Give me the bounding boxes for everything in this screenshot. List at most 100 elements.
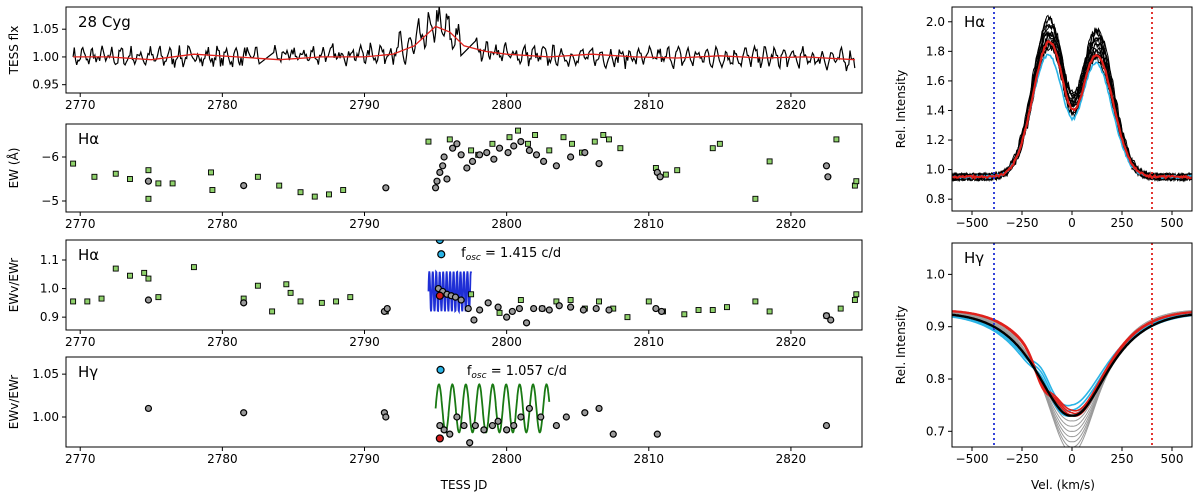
x-tick-label: 2790 [349, 452, 380, 466]
data-point-circle [579, 306, 588, 314]
data-point-circle [439, 162, 447, 170]
y-axis-label: EW (Å) [6, 148, 21, 189]
data-point-square [624, 314, 631, 321]
data-point-square [155, 180, 162, 187]
data-point-square [145, 275, 152, 282]
x-tick-label: 2780 [207, 452, 238, 466]
data-point-square [468, 147, 475, 154]
profile-line-black [952, 45, 1192, 182]
data-point-circle [525, 404, 533, 413]
data-point-circle [504, 149, 512, 157]
x-tick-label: 2770 [65, 335, 96, 349]
y-tick-label: 1.2 [926, 133, 945, 147]
y-tick-label: 1.05 [32, 367, 59, 381]
profile-line-black [952, 24, 1192, 183]
data-point-circle [495, 144, 504, 152]
data-point-circle [443, 175, 451, 183]
fit-label-f: f [467, 364, 472, 379]
data-point-circle [463, 164, 471, 172]
data-point-circle [517, 138, 525, 146]
data-point-circle [440, 426, 448, 434]
y-tick-label: 1.4 [926, 103, 945, 117]
profile-line-red [952, 310, 1192, 412]
data-point-square [674, 167, 681, 174]
data-point-square [297, 189, 304, 196]
profile-line-gray [952, 311, 1192, 443]
y-tick-label: 0.9 [926, 320, 945, 334]
fit-frequency-label: fosc = 1.415 c/d [461, 246, 561, 263]
data-point-square [209, 187, 216, 193]
profile-line-cyan [952, 314, 1192, 412]
data-point-circle [494, 303, 502, 311]
data-point-square [127, 272, 133, 279]
y-axis-label: TESS flx [7, 26, 21, 76]
data-point-circle [435, 434, 444, 443]
data-point-square [254, 173, 261, 180]
profile-line-gray [952, 312, 1192, 438]
data-point-circle [436, 365, 445, 374]
data-point-circle [510, 142, 518, 150]
fit-curve [427, 269, 472, 315]
data-point-circle [545, 306, 553, 314]
data-point-square [169, 180, 176, 187]
data-point-square [70, 160, 77, 167]
data-point-square [70, 298, 77, 305]
data-point-circle [451, 293, 460, 301]
data-point-circle [567, 153, 575, 161]
data-point-square [145, 195, 152, 202]
data-point-square [446, 136, 453, 143]
x-tick-label: 2800 [491, 217, 522, 231]
panel-annotation: 28 Cyg [78, 13, 131, 31]
data-point-circle [822, 421, 831, 430]
profile-line-black [952, 23, 1192, 182]
data-point-square [145, 167, 152, 174]
data-point-circle [595, 160, 603, 168]
x-tick-label: 2800 [491, 452, 522, 466]
x-tick-label: 500 [1161, 216, 1184, 230]
y-tick-label: 1.00 [32, 50, 59, 64]
data-point-square [851, 297, 858, 303]
data-point-square [515, 127, 521, 134]
data-point-square [567, 297, 574, 303]
x-tick-label: 2810 [634, 217, 665, 231]
data-point-circle [530, 304, 538, 313]
data-point-square [468, 291, 475, 298]
panel-ha_profile: −500 −250 0 250 500 0.8 1.0 1.2 1.4 1.6 1.8 2.0 Rel.… [894, 6, 1193, 230]
x-tick-label: 2790 [349, 98, 380, 112]
data-point-circle [470, 316, 478, 324]
data-point-circle [824, 173, 832, 181]
y-tick-label: 1.8 [926, 44, 945, 58]
data-point-circle [471, 421, 479, 430]
data-point-circle [656, 173, 664, 181]
profile-line-black [952, 313, 1192, 417]
data-point-circle [436, 421, 444, 430]
data-point-square [853, 178, 860, 185]
data-point-square [340, 187, 347, 193]
data-point-circle [490, 155, 498, 163]
data-point-square [600, 132, 607, 138]
data-point-circle [433, 177, 441, 185]
data-point-square [645, 298, 652, 305]
panel-tess: 2770 2780 2790 2800 2810 2820 0.95 1.00 1.05 TESS… [7, 6, 863, 112]
data-point-square [283, 281, 290, 288]
data-point-square [853, 291, 860, 298]
x-tick-label: 2790 [349, 335, 380, 349]
data-point-circle [240, 299, 248, 307]
data-point-square [569, 140, 575, 147]
plot-area-ew [70, 127, 860, 202]
y-tick-label: 1.0 [926, 163, 945, 177]
data-point-square [425, 138, 432, 145]
data-point-circle [567, 303, 575, 311]
data-point-circle [539, 157, 548, 165]
data-point-square [496, 309, 503, 316]
data-point-square [517, 297, 524, 303]
fit-label-sub: osc [466, 253, 481, 263]
data-point-square [724, 304, 730, 311]
fit-curve [434, 383, 551, 434]
data-point-circle [525, 146, 533, 154]
data-point-circle [538, 304, 546, 313]
fit-label-rest: = 1.057 c/d [487, 364, 567, 379]
data-point-circle [494, 417, 502, 425]
data-point-square [91, 173, 98, 180]
data-point-square [591, 138, 598, 145]
